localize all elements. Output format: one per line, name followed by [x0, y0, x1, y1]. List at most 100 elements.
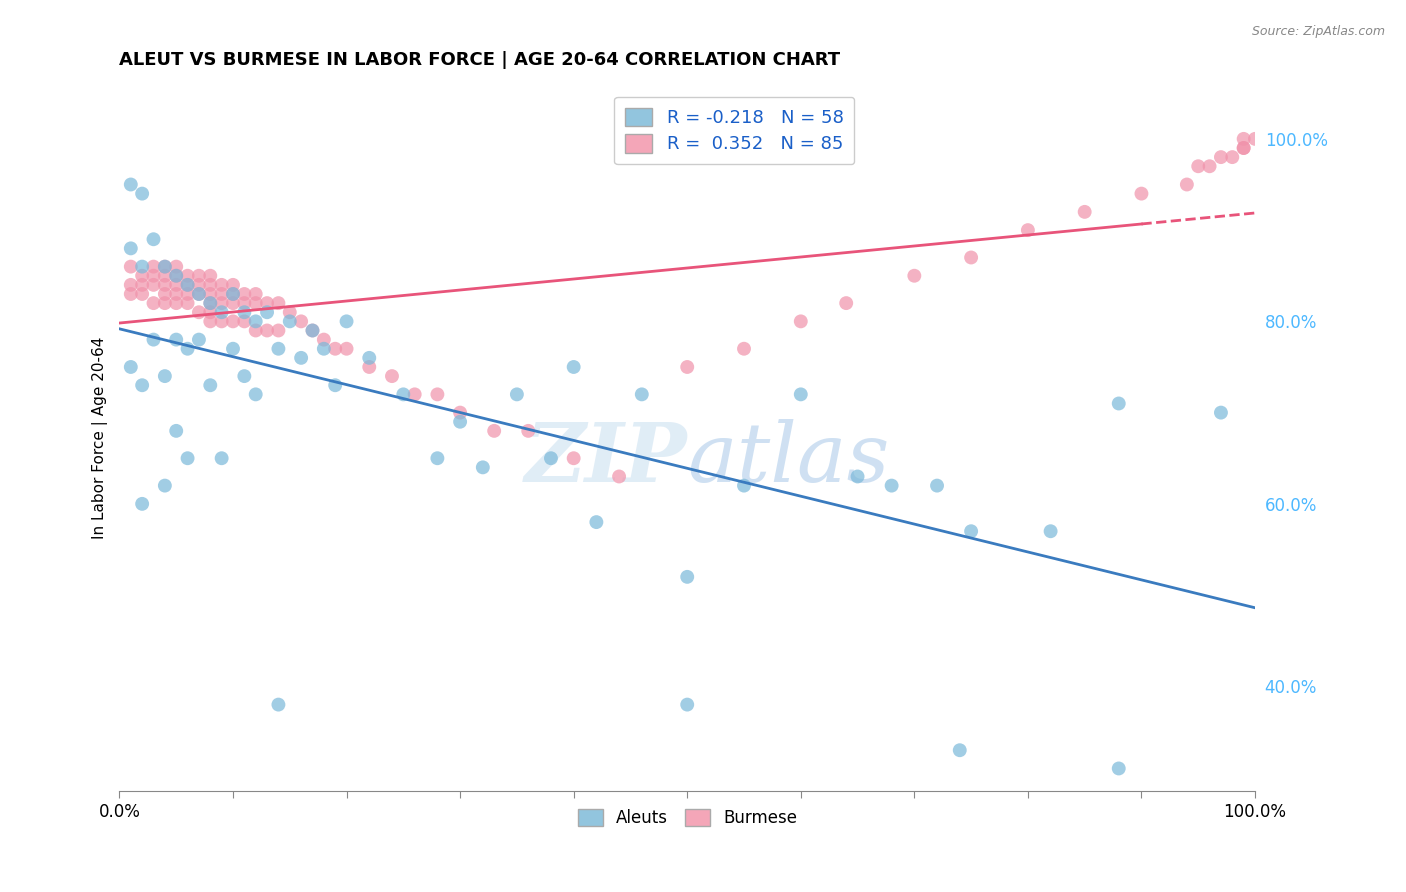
Point — [222, 277, 245, 292]
Text: Source: ZipAtlas.com: Source: ZipAtlas.com — [1251, 25, 1385, 38]
Point — [211, 277, 233, 292]
Point — [187, 305, 209, 319]
Point — [256, 305, 278, 319]
Point — [176, 268, 198, 283]
Point — [142, 232, 165, 246]
Point — [165, 287, 187, 301]
Point — [449, 415, 471, 429]
Point — [176, 296, 198, 310]
Point — [142, 277, 165, 292]
Point — [165, 268, 187, 283]
Point — [200, 296, 222, 310]
Point — [187, 287, 209, 301]
Point — [211, 305, 233, 319]
Point — [404, 387, 426, 401]
Point — [256, 296, 278, 310]
Point — [1233, 132, 1256, 146]
Point — [1220, 150, 1243, 164]
Point — [165, 268, 187, 283]
Point — [426, 387, 449, 401]
Point — [392, 387, 415, 401]
Point — [165, 333, 187, 347]
Point — [187, 287, 209, 301]
Point — [482, 424, 505, 438]
Point — [267, 324, 290, 338]
Point — [1073, 205, 1095, 219]
Point — [1233, 141, 1256, 155]
Point — [790, 387, 813, 401]
Text: ALEUT VS BURMESE IN LABOR FORCE | AGE 20-64 CORRELATION CHART: ALEUT VS BURMESE IN LABOR FORCE | AGE 20… — [120, 51, 841, 69]
Point — [676, 698, 699, 712]
Point — [200, 277, 222, 292]
Point — [165, 296, 187, 310]
Point — [131, 497, 153, 511]
Point — [245, 287, 267, 301]
Point — [153, 277, 176, 292]
Point — [233, 305, 256, 319]
Point — [267, 698, 290, 712]
Point — [131, 268, 153, 283]
Point — [335, 314, 357, 328]
Point — [142, 333, 165, 347]
Point — [200, 287, 222, 301]
Legend: Aleuts, Burmese: Aleuts, Burmese — [571, 803, 804, 834]
Point — [290, 314, 312, 328]
Point — [1187, 159, 1209, 173]
Point — [200, 378, 222, 392]
Point — [335, 342, 357, 356]
Point — [211, 314, 233, 328]
Point — [562, 359, 585, 374]
Point — [165, 424, 187, 438]
Point — [733, 478, 755, 492]
Point — [267, 342, 290, 356]
Point — [301, 324, 323, 338]
Point — [1039, 524, 1062, 539]
Point — [142, 260, 165, 274]
Point — [142, 268, 165, 283]
Point — [323, 378, 346, 392]
Point — [676, 570, 699, 584]
Point — [153, 260, 176, 274]
Point — [222, 296, 245, 310]
Point — [1130, 186, 1153, 201]
Point — [471, 460, 494, 475]
Point — [903, 268, 925, 283]
Point — [506, 387, 529, 401]
Point — [153, 369, 176, 384]
Point — [1017, 223, 1039, 237]
Point — [312, 333, 335, 347]
Point — [200, 268, 222, 283]
Point — [153, 260, 176, 274]
Point — [960, 524, 983, 539]
Point — [381, 369, 404, 384]
Point — [1244, 132, 1267, 146]
Point — [880, 478, 903, 492]
Point — [449, 406, 471, 420]
Point — [846, 469, 869, 483]
Point — [233, 296, 256, 310]
Point — [222, 287, 245, 301]
Point — [1198, 159, 1220, 173]
Point — [200, 314, 222, 328]
Point — [176, 342, 198, 356]
Point — [790, 314, 813, 328]
Point — [165, 260, 187, 274]
Point — [245, 296, 267, 310]
Point — [245, 324, 267, 338]
Point — [949, 743, 972, 757]
Point — [256, 324, 278, 338]
Point — [960, 251, 983, 265]
Point — [142, 296, 165, 310]
Point — [222, 314, 245, 328]
Point — [540, 451, 562, 466]
Point — [120, 260, 142, 274]
Point — [517, 424, 540, 438]
Point — [176, 277, 198, 292]
Point — [1175, 178, 1198, 192]
Point — [562, 451, 585, 466]
Point — [211, 296, 233, 310]
Point — [233, 287, 256, 301]
Point — [176, 287, 198, 301]
Point — [301, 324, 323, 338]
Point — [835, 296, 858, 310]
